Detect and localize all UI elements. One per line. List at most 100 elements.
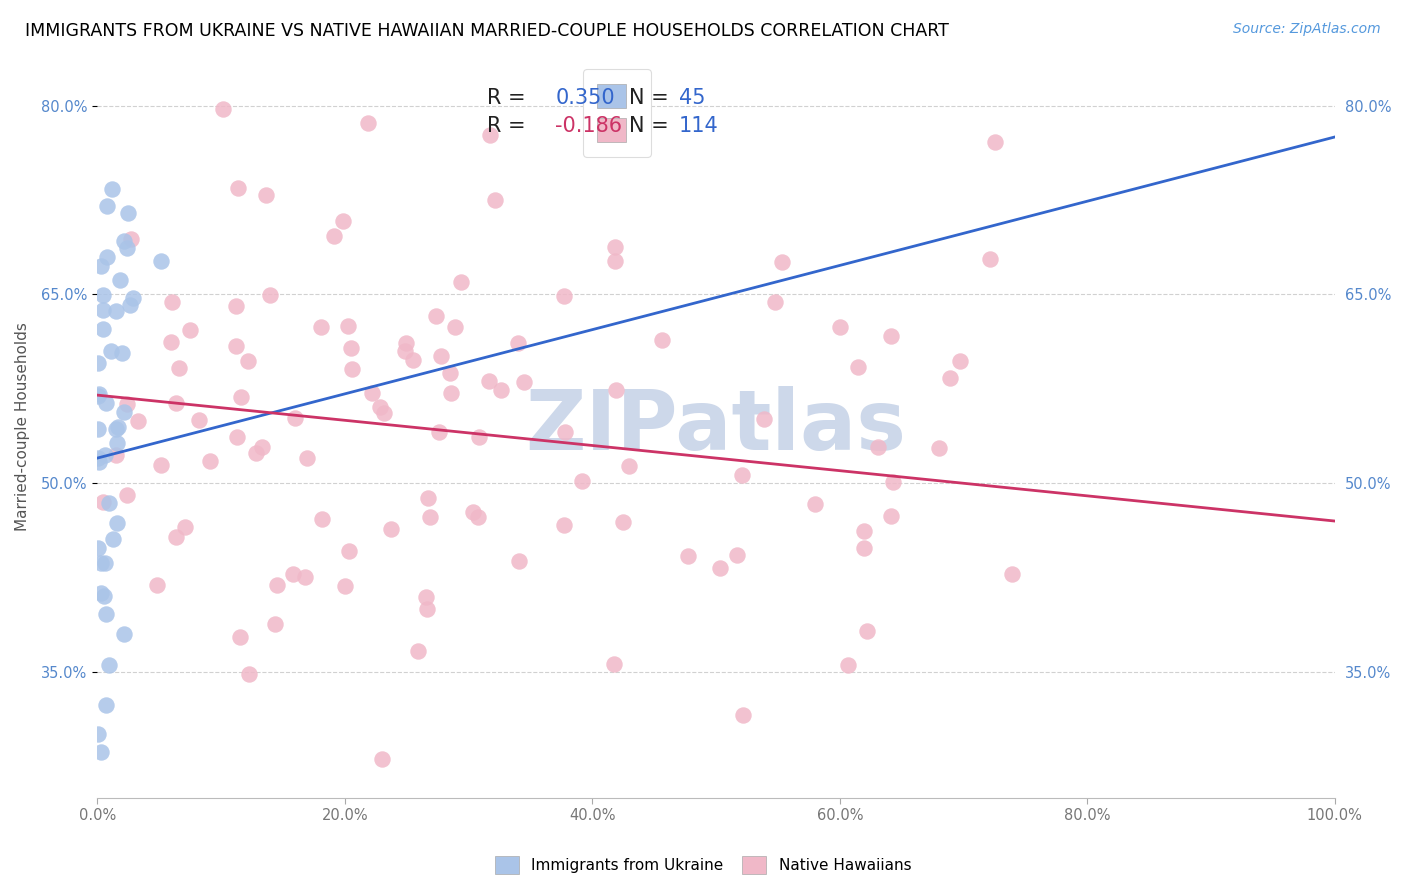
Point (127, 414, 149, 428)
Point (100, 182, 122, 196)
Point (229, 390, 252, 404)
Point (94, 556, 117, 570)
Text: ZIPatlas: ZIPatlas (526, 386, 907, 467)
Point (89, 455, 111, 469)
Point (236, 353, 259, 368)
Text: Source: ZipAtlas.com: Source: ZipAtlas.com (1233, 22, 1381, 37)
Point (112, 405, 135, 419)
Point (373, 406, 395, 420)
Point (104, 304, 127, 318)
Point (90, 586, 112, 600)
Point (605, 253, 627, 268)
Text: R =: R = (486, 116, 533, 136)
Point (368, 401, 391, 415)
Point (852, 541, 875, 555)
Point (86, 422, 108, 436)
Point (852, 524, 875, 538)
Point (478, 128, 501, 142)
Point (499, 0, 522, 13)
Point (105, 516, 128, 530)
Y-axis label: Married-couple Households: Married-couple Households (15, 322, 30, 531)
Text: R =: R = (486, 88, 533, 108)
Point (281, 567, 304, 582)
Text: 0.350: 0.350 (555, 88, 614, 108)
Point (173, 520, 195, 534)
Point (938, 371, 960, 385)
Point (86, 541, 108, 555)
Point (112, 234, 135, 248)
Legend: Immigrants from Ukraine, Native Hawaiians: Immigrants from Ukraine, Native Hawaiian… (489, 850, 917, 880)
Point (450, 275, 472, 289)
Point (731, 707, 754, 722)
Point (333, 579, 356, 593)
Point (709, 561, 731, 575)
Point (97, 496, 120, 510)
Point (477, 375, 499, 389)
Point (96, 199, 118, 213)
Point (866, 440, 889, 454)
Point (211, 102, 233, 116)
Point (120, 232, 142, 246)
Point (165, 530, 187, 544)
Point (96, 396, 118, 410)
Point (416, 491, 439, 505)
Point (259, 288, 281, 302)
Point (90, 259, 112, 273)
Point (112, 627, 135, 641)
Point (513, 375, 536, 389)
Point (846, 359, 869, 374)
Point (678, 549, 700, 564)
Point (91, 322, 114, 336)
Point (770, 254, 793, 268)
Point (467, 429, 489, 443)
Point (93, 302, 115, 317)
Point (284, 411, 307, 425)
Point (337, 544, 360, 558)
Point (101, 533, 124, 547)
Point (100, 344, 122, 359)
Point (880, 509, 903, 524)
Point (394, 335, 416, 350)
Point (370, 752, 392, 766)
Point (605, 383, 627, 397)
Point (149, 254, 172, 268)
Point (571, 474, 593, 488)
Point (357, 116, 380, 130)
Point (187, 413, 209, 427)
Point (225, 339, 247, 353)
Point (984, 135, 1007, 149)
Text: IMMIGRANTS FROM UKRAINE VS NATIVE HAWAIIAN MARRIED-COUPLE HOUSEHOLDS CORRELATION: IMMIGRANTS FROM UKRAINE VS NATIVE HAWAII… (25, 22, 949, 40)
Point (160, 295, 183, 310)
Point (146, 578, 169, 592)
Point (440, 386, 463, 401)
Point (97, 818, 120, 832)
Point (226, 181, 249, 195)
Point (856, 624, 879, 638)
Point (553, 517, 575, 532)
Point (117, 241, 139, 255)
Point (108, 273, 131, 287)
Point (461, 505, 484, 519)
Point (416, 602, 439, 616)
Point (105, 436, 128, 450)
Point (425, 309, 447, 323)
Point (295, 450, 318, 465)
Point (427, 425, 450, 439)
Point (489, 384, 512, 398)
Point (415, 590, 437, 604)
Text: 114: 114 (679, 116, 718, 136)
Point (229, 630, 252, 644)
Point (90, 746, 112, 760)
Point (803, 497, 825, 511)
Point (165, 396, 187, 410)
Point (752, 412, 775, 426)
Legend: , : , (582, 70, 651, 157)
Point (725, 548, 748, 562)
Point (619, 458, 641, 473)
Point (402, 352, 425, 367)
Point (122, 291, 145, 305)
Point (879, 329, 901, 343)
Point (96, 250, 118, 264)
Point (830, 319, 852, 334)
Point (94, 698, 117, 712)
